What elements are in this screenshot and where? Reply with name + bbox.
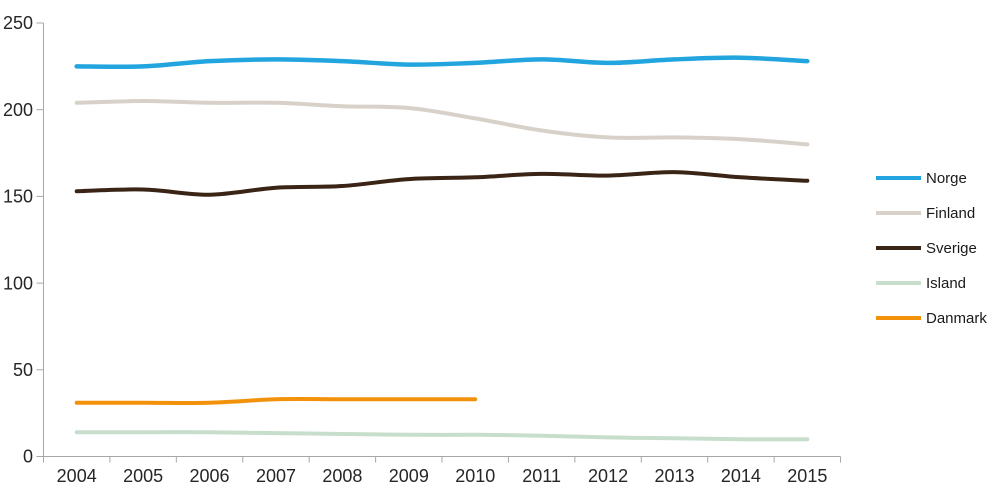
series-line-island [74, 430, 810, 442]
legend-item-island: Island [876, 273, 987, 293]
x-axis-tick-label: 2011 [522, 466, 561, 486]
legend-label-danmark: Danmark [926, 309, 987, 327]
y-axis-tick-label: 250 [3, 13, 33, 33]
x-axis-tick-label: 2015 [787, 466, 827, 486]
chart-legend: Norge Finland Sverige Island Danmark [876, 168, 987, 343]
x-axis-tick-label: 2013 [654, 466, 694, 486]
x-axis-tick-label: 2012 [588, 466, 628, 486]
legend-item-finland: Finland [876, 203, 987, 223]
x-axis-tick-label: 2009 [389, 466, 429, 486]
legend-item-sverige: Sverige [876, 238, 987, 258]
legend-label-finland: Finland [926, 204, 976, 222]
legend-swatch-finland [876, 211, 921, 215]
x-axis-tick-label: 2014 [721, 466, 761, 486]
y-axis-tick-label: 50 [13, 360, 33, 380]
series-line-danmark [74, 397, 478, 405]
series-line-norge [74, 55, 810, 70]
legend-label-norge: Norge [926, 169, 967, 187]
y-axis-tick-label: 0 [23, 447, 33, 467]
x-axis-tick-label: 2004 [57, 466, 97, 486]
x-axis-tick-label: 2010 [455, 466, 495, 486]
legend-label-sverige: Sverige [926, 239, 977, 257]
x-axis-tick-label: 2005 [123, 466, 163, 486]
x-axis-tick-label: 2006 [190, 466, 230, 486]
series-line-finland [74, 99, 810, 147]
legend-swatch-island [876, 281, 921, 285]
legend-item-norge: Norge [876, 168, 987, 188]
y-axis-tick-label: 150 [3, 187, 33, 207]
legend-swatch-sverige [876, 246, 921, 250]
x-axis-tick-label: 2007 [256, 466, 296, 486]
series-line-sverige [74, 170, 810, 197]
legend-swatch-norge [876, 175, 921, 181]
legend-item-danmark: Danmark [876, 308, 987, 328]
legend-label-island: Island [926, 274, 967, 292]
y-axis-tick-label: 200 [3, 100, 33, 120]
x-axis-tick-label: 2008 [322, 466, 362, 486]
y-axis-tick-label: 100 [3, 273, 33, 293]
legend-swatch-danmark [876, 316, 921, 320]
